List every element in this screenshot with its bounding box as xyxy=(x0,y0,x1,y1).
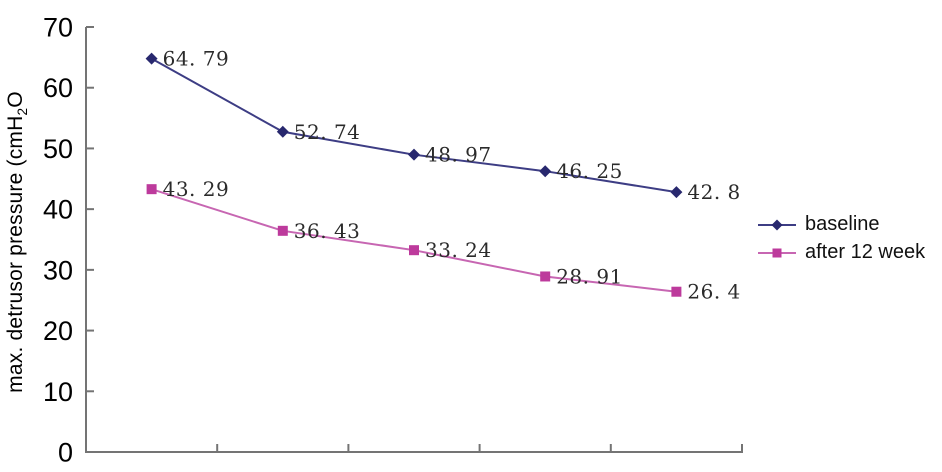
data-point-marker xyxy=(145,52,158,65)
y-tick-label: 40 xyxy=(43,195,73,225)
y-axis-title: max. detrusor pressure (cmH2O xyxy=(4,91,30,393)
square-marker-icon xyxy=(772,248,782,257)
data-point-marker xyxy=(408,148,420,161)
y-tick-label: 30 xyxy=(43,255,73,285)
data-point-label: 64. 79 xyxy=(163,47,230,71)
legend-marker-after-12-week xyxy=(758,248,796,257)
data-point-label: 42. 8 xyxy=(687,180,740,204)
data-point-marker xyxy=(670,186,683,199)
data-point-marker xyxy=(409,245,419,256)
data-point-label: 28. 91 xyxy=(556,264,623,288)
y-tick-label: 10 xyxy=(43,377,73,407)
data-point-label: 26. 4 xyxy=(687,280,740,304)
y-axis-title-text: max. detrusor pressure (cmH xyxy=(3,115,27,393)
data-point-marker xyxy=(540,271,551,282)
legend-marker-baseline xyxy=(758,219,796,230)
data-point-marker xyxy=(276,125,289,138)
y-tick-label: 0 xyxy=(58,438,73,468)
data-point-label: 52. 74 xyxy=(294,120,361,144)
y-axis-title-subscript: 2 xyxy=(15,107,31,116)
diamond-marker-icon xyxy=(771,219,783,230)
legend-label-after-12-week: after 12 week xyxy=(805,241,926,263)
data-point-label: 46. 25 xyxy=(556,159,623,183)
legend-item-baseline: baseline xyxy=(758,212,925,237)
y-tick-label: 70 xyxy=(43,13,73,43)
legend-item-after-12-week: after 12 week xyxy=(758,240,925,265)
data-point-marker xyxy=(277,225,288,236)
data-point-marker xyxy=(671,286,682,297)
data-point-marker xyxy=(146,184,157,195)
data-point-marker xyxy=(539,165,552,178)
data-point-label: 36. 43 xyxy=(294,219,361,243)
data-point-label: 43. 29 xyxy=(163,177,230,201)
legend-label-baseline: baseline xyxy=(805,213,880,235)
y-tick-label: 50 xyxy=(43,134,73,164)
data-point-label: 48. 97 xyxy=(425,143,492,167)
y-tick-label: 20 xyxy=(43,316,73,346)
y-tick-label: 60 xyxy=(43,73,73,103)
legend: baseline after 12 week xyxy=(758,212,925,265)
data-point-label: 33. 24 xyxy=(425,238,492,262)
y-axis-title-suffix: O xyxy=(3,91,27,108)
